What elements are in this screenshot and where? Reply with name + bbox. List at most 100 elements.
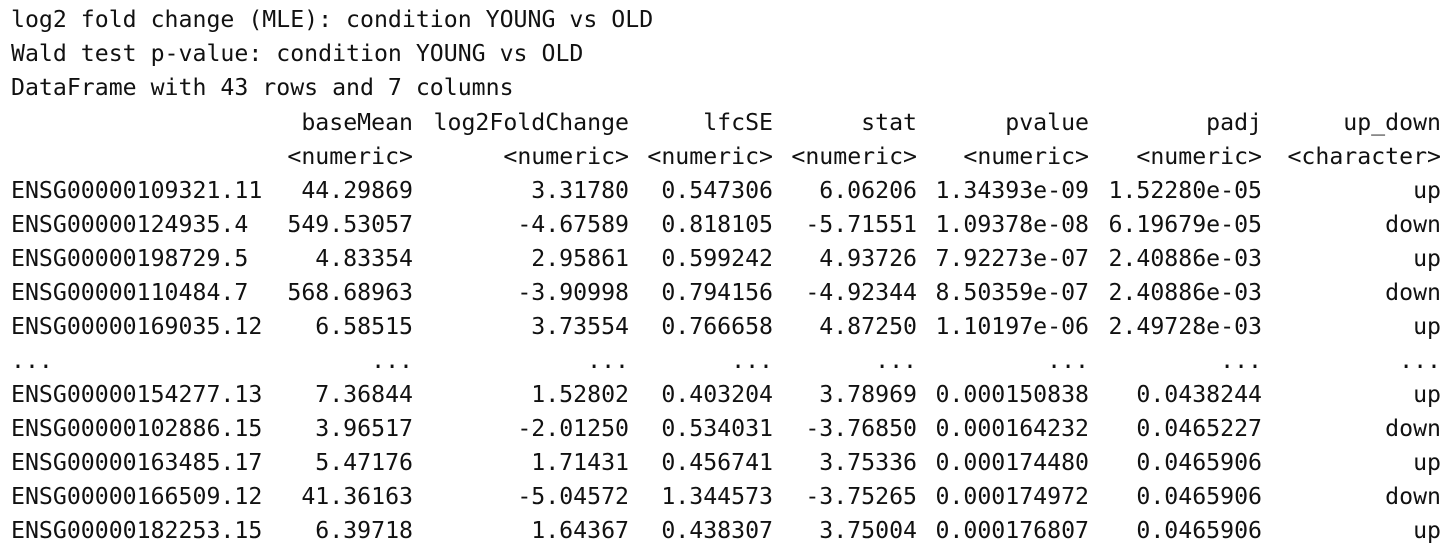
pvalue-cell: 8.50359e-07 [935,279,1089,306]
lfcse-cell: 0.456741 [661,449,773,476]
column-header-stat: stat [861,109,917,136]
lfcse-cell: 0.818105 [661,211,773,238]
pvalue-cell: 0.000174480 [935,449,1089,476]
basemean-cell: ... [371,347,413,374]
table-row: ENSG00000169035.12 6.58515 3.73554 0.766658… [11,310,1441,344]
header-line-3: DataFrame with 43 rows and 7 columns [11,74,514,101]
row-id: ENSG00000166509.12 [11,483,263,510]
column-type-padj: <numeric> [1136,143,1262,170]
up-down-cell: down [1385,279,1441,306]
basemean-cell: 44.29869 [301,177,413,204]
pvalue-cell: ... [1047,347,1089,374]
table-row: ENSG00000102886.15 3.96517 -2.01250 0.53403… [11,412,1441,446]
up-down-cell: up [1413,449,1441,476]
row-id: ENSG00000102886.15 [11,415,263,442]
basemean-cell: 4.83354 [315,245,413,272]
stat-cell: 4.87250 [819,313,917,340]
basemean-cell: 7.36844 [315,381,413,408]
row-id: ... [11,347,53,374]
stat-cell: 3.78969 [819,381,917,408]
log2foldchange-cell: 2.95861 [531,245,629,272]
column-header-log2foldchange: log2FoldChange [433,109,629,136]
log2foldchange-cell: 3.31780 [531,177,629,204]
log2foldchange-cell: 1.52802 [531,381,629,408]
table-row: ENSG00000182253.15 6.39718 1.64367 0.438307… [11,514,1441,548]
row-id: ENSG00000124935.4 [11,211,249,238]
padj-cell: 1.52280e-05 [1108,177,1262,204]
basemean-cell: 6.58515 [315,313,413,340]
log2foldchange-cell: -5.04572 [517,483,629,510]
column-header-padj: padj [1206,109,1262,136]
pvalue-cell: 0.000150838 [935,381,1089,408]
column-type-basemean: <numeric> [287,143,413,170]
lfcse-cell: 0.403204 [661,381,773,408]
up-down-cell: down [1385,415,1441,442]
column-type-lfcse: <numeric> [647,143,773,170]
lfcse-cell: ... [731,347,773,374]
pvalue-cell: 0.000164232 [935,415,1089,442]
ellipsis-row: ........................ [11,344,1441,378]
stat-cell: 4.93726 [819,245,917,272]
column-type-stat: <numeric> [791,143,917,170]
padj-cell: 0.0465906 [1136,483,1262,510]
log2foldchange-cell: -4.67589 [517,211,629,238]
lfcse-cell: 0.438307 [661,517,773,544]
column-type-row: <numeric> <numeric> <numeric> <numeric> … [11,140,1441,174]
row-id: ENSG00000182253.15 [11,517,263,544]
row-id: ENSG00000163485.17 [11,449,263,476]
column-header-basemean: baseMean [301,109,413,136]
row-id: ENSG00000154277.13 [11,381,263,408]
padj-cell: 0.0438244 [1136,381,1262,408]
up-down-cell: down [1385,211,1441,238]
log2foldchange-cell: ... [587,347,629,374]
column-header-up-down: up_down [1343,109,1441,136]
row-id: ENSG00000109321.11 [11,177,263,204]
up-down-cell: up [1413,517,1441,544]
column-type-pvalue: <numeric> [963,143,1089,170]
log2foldchange-cell: 1.64367 [531,517,629,544]
header-line-1: log2 fold change (MLE): condition YOUNG … [11,6,654,33]
table-row: ENSG00000163485.17 5.47176 1.71431 0.456741… [11,446,1441,480]
log2foldchange-cell: 1.71431 [531,449,629,476]
log2foldchange-cell: -3.90998 [517,279,629,306]
column-type-log2foldchange: <numeric> [503,143,629,170]
basemean-cell: 5.47176 [315,449,413,476]
up-down-cell: up [1413,177,1441,204]
row-id: ENSG00000110484.7 [11,279,249,306]
padj-cell: 6.19679e-05 [1108,211,1262,238]
basemean-cell: 6.39718 [315,517,413,544]
stat-cell: -3.76850 [805,415,917,442]
lfcse-cell: 0.599242 [661,245,773,272]
column-header-row: baseMean log2FoldChange lfcSE stat pvalu… [11,106,1441,140]
r-console-output: log2 fold change (MLE): condition YOUNG … [11,0,1441,552]
header-line-2: Wald test p-value: condition YOUNG vs OL… [11,40,584,67]
lfcse-cell: 0.547306 [661,177,773,204]
up-down-cell: up [1413,313,1441,340]
padj-cell: ... [1220,347,1262,374]
stat-cell: -4.92344 [805,279,917,306]
padj-cell: 2.40886e-03 [1108,245,1262,272]
basemean-cell: 549.53057 [287,211,413,238]
pvalue-cell: 1.09378e-08 [935,211,1089,238]
padj-cell: 0.0465906 [1136,517,1262,544]
basemean-cell: 3.96517 [315,415,413,442]
padj-cell: 0.0465906 [1136,449,1262,476]
table-row: ENSG00000198729.5 4.83354 2.95861 0.599242 4… [11,242,1441,276]
up-down-cell: down [1385,483,1441,510]
pvalue-cell: 0.000176807 [935,517,1089,544]
row-id: ENSG00000169035.12 [11,313,263,340]
column-header-pvalue: pvalue [1005,109,1089,136]
table-row: ENSG00000154277.13 7.36844 1.52802 0.403204… [11,378,1441,412]
stat-cell: 3.75004 [819,517,917,544]
stat-cell: 3.75336 [819,449,917,476]
stat-cell: ... [875,347,917,374]
table-row: ENSG00000124935.4 549.53057 -4.67589 0.8181… [11,208,1441,242]
column-header-lfcse: lfcSE [703,109,773,136]
up-down-cell: ... [1399,347,1441,374]
up-down-cell: up [1413,245,1441,272]
stat-cell: -3.75265 [805,483,917,510]
log2foldchange-cell: 3.73554 [531,313,629,340]
table-row: ENSG00000166509.12 41.36163 -5.04572 1.3445… [11,480,1441,514]
up-down-cell: up [1413,381,1441,408]
lfcse-cell: 0.766658 [661,313,773,340]
